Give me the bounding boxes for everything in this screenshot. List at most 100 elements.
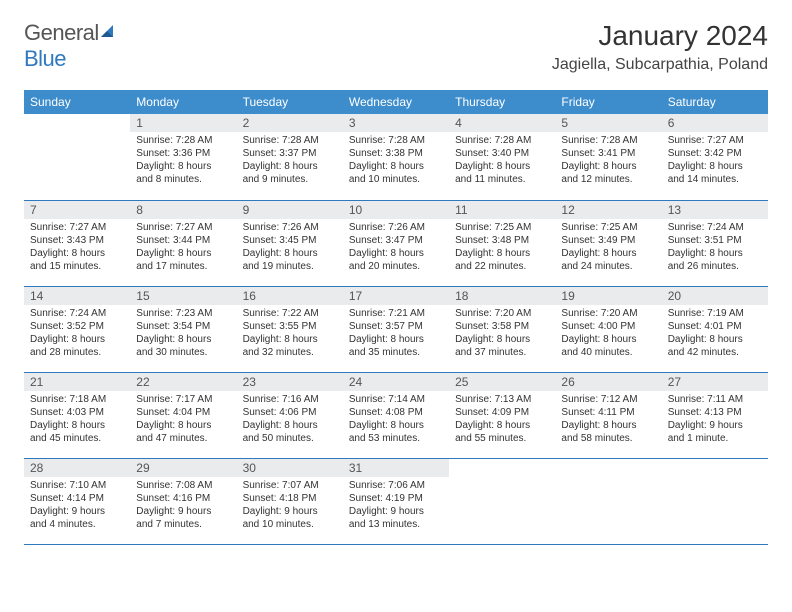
sunset-line: Sunset: 3:36 PM bbox=[136, 147, 230, 160]
day-number: 4 bbox=[449, 114, 555, 132]
sunset-line: Sunset: 4:03 PM bbox=[30, 406, 124, 419]
day-number: 30 bbox=[237, 459, 343, 477]
weekday-header: Sunday bbox=[24, 90, 130, 114]
sunset-line: Sunset: 3:57 PM bbox=[349, 320, 443, 333]
calendar-cell: 27Sunrise: 7:11 AMSunset: 4:13 PMDayligh… bbox=[662, 372, 768, 458]
day-detail: Sunrise: 7:20 AMSunset: 3:58 PMDaylight:… bbox=[449, 305, 555, 363]
sunrise-line: Sunrise: 7:27 AM bbox=[136, 221, 230, 234]
sunset-line: Sunset: 4:14 PM bbox=[30, 492, 124, 505]
sunset-line: Sunset: 4:16 PM bbox=[136, 492, 230, 505]
day-detail: Sunrise: 7:19 AMSunset: 4:01 PMDaylight:… bbox=[662, 305, 768, 363]
calendar-cell: 12Sunrise: 7:25 AMSunset: 3:49 PMDayligh… bbox=[555, 200, 661, 286]
daylight-line1: Daylight: 8 hours bbox=[243, 247, 337, 260]
sunset-line: Sunset: 3:47 PM bbox=[349, 234, 443, 247]
sunset-line: Sunset: 4:08 PM bbox=[349, 406, 443, 419]
calendar-cell: 1Sunrise: 7:28 AMSunset: 3:36 PMDaylight… bbox=[130, 114, 236, 200]
sunset-line: Sunset: 3:42 PM bbox=[668, 147, 762, 160]
day-number: 27 bbox=[662, 373, 768, 391]
day-detail: Sunrise: 7:26 AMSunset: 3:47 PMDaylight:… bbox=[343, 219, 449, 277]
day-number: 31 bbox=[343, 459, 449, 477]
brand-text: General Blue bbox=[24, 20, 117, 72]
day-detail: Sunrise: 7:14 AMSunset: 4:08 PMDaylight:… bbox=[343, 391, 449, 449]
calendar-cell: 29Sunrise: 7:08 AMSunset: 4:16 PMDayligh… bbox=[130, 458, 236, 544]
sunset-line: Sunset: 3:45 PM bbox=[243, 234, 337, 247]
calendar-cell: 10Sunrise: 7:26 AMSunset: 3:47 PMDayligh… bbox=[343, 200, 449, 286]
daylight-line2: and 12 minutes. bbox=[561, 173, 655, 186]
sunrise-line: Sunrise: 7:26 AM bbox=[243, 221, 337, 234]
day-detail: Sunrise: 7:24 AMSunset: 3:51 PMDaylight:… bbox=[662, 219, 768, 277]
sunset-line: Sunset: 4:18 PM bbox=[243, 492, 337, 505]
sunrise-line: Sunrise: 7:19 AM bbox=[668, 307, 762, 320]
daylight-line2: and 24 minutes. bbox=[561, 260, 655, 273]
day-detail: Sunrise: 7:25 AMSunset: 3:49 PMDaylight:… bbox=[555, 219, 661, 277]
daylight-line1: Daylight: 8 hours bbox=[349, 247, 443, 260]
day-detail: Sunrise: 7:28 AMSunset: 3:36 PMDaylight:… bbox=[130, 132, 236, 190]
day-number: 7 bbox=[24, 201, 130, 219]
day-detail: Sunrise: 7:27 AMSunset: 3:42 PMDaylight:… bbox=[662, 132, 768, 190]
sunset-line: Sunset: 4:11 PM bbox=[561, 406, 655, 419]
sunset-line: Sunset: 3:44 PM bbox=[136, 234, 230, 247]
sunrise-line: Sunrise: 7:11 AM bbox=[668, 393, 762, 406]
calendar-row: 1Sunrise: 7:28 AMSunset: 3:36 PMDaylight… bbox=[24, 114, 768, 200]
day-detail: Sunrise: 7:07 AMSunset: 4:18 PMDaylight:… bbox=[237, 477, 343, 535]
day-number: 24 bbox=[343, 373, 449, 391]
daylight-line1: Daylight: 9 hours bbox=[349, 505, 443, 518]
calendar-cell: 4Sunrise: 7:28 AMSunset: 3:40 PMDaylight… bbox=[449, 114, 555, 200]
day-number: 20 bbox=[662, 287, 768, 305]
sunrise-line: Sunrise: 7:06 AM bbox=[349, 479, 443, 492]
daylight-line2: and 32 minutes. bbox=[243, 346, 337, 359]
calendar-cell: 19Sunrise: 7:20 AMSunset: 4:00 PMDayligh… bbox=[555, 286, 661, 372]
weekday-header: Saturday bbox=[662, 90, 768, 114]
sunrise-line: Sunrise: 7:22 AM bbox=[243, 307, 337, 320]
day-number: 18 bbox=[449, 287, 555, 305]
sunset-line: Sunset: 4:04 PM bbox=[136, 406, 230, 419]
day-detail: Sunrise: 7:06 AMSunset: 4:19 PMDaylight:… bbox=[343, 477, 449, 535]
daylight-line2: and 15 minutes. bbox=[30, 260, 124, 273]
calendar-cell: 18Sunrise: 7:20 AMSunset: 3:58 PMDayligh… bbox=[449, 286, 555, 372]
day-detail: Sunrise: 7:27 AMSunset: 3:44 PMDaylight:… bbox=[130, 219, 236, 277]
day-number: 12 bbox=[555, 201, 661, 219]
day-detail: Sunrise: 7:16 AMSunset: 4:06 PMDaylight:… bbox=[237, 391, 343, 449]
sunset-line: Sunset: 3:55 PM bbox=[243, 320, 337, 333]
day-number: 8 bbox=[130, 201, 236, 219]
calendar-cell: 5Sunrise: 7:28 AMSunset: 3:41 PMDaylight… bbox=[555, 114, 661, 200]
daylight-line2: and 26 minutes. bbox=[668, 260, 762, 273]
daylight-line2: and 8 minutes. bbox=[136, 173, 230, 186]
sunset-line: Sunset: 3:52 PM bbox=[30, 320, 124, 333]
month-title: January 2024 bbox=[552, 20, 768, 52]
day-detail: Sunrise: 7:22 AMSunset: 3:55 PMDaylight:… bbox=[237, 305, 343, 363]
day-detail: Sunrise: 7:08 AMSunset: 4:16 PMDaylight:… bbox=[130, 477, 236, 535]
day-detail: Sunrise: 7:21 AMSunset: 3:57 PMDaylight:… bbox=[343, 305, 449, 363]
sunrise-line: Sunrise: 7:18 AM bbox=[30, 393, 124, 406]
daylight-line1: Daylight: 8 hours bbox=[561, 333, 655, 346]
calendar-cell: 28Sunrise: 7:10 AMSunset: 4:14 PMDayligh… bbox=[24, 458, 130, 544]
calendar-body: 1Sunrise: 7:28 AMSunset: 3:36 PMDaylight… bbox=[24, 114, 768, 544]
daylight-line1: Daylight: 8 hours bbox=[30, 419, 124, 432]
sunset-line: Sunset: 4:09 PM bbox=[455, 406, 549, 419]
daylight-line1: Daylight: 8 hours bbox=[561, 419, 655, 432]
daylight-line1: Daylight: 8 hours bbox=[136, 247, 230, 260]
day-number: 16 bbox=[237, 287, 343, 305]
daylight-line2: and 10 minutes. bbox=[243, 518, 337, 531]
daylight-line1: Daylight: 8 hours bbox=[668, 160, 762, 173]
calendar-cell: 7Sunrise: 7:27 AMSunset: 3:43 PMDaylight… bbox=[24, 200, 130, 286]
calendar-cell: 20Sunrise: 7:19 AMSunset: 4:01 PMDayligh… bbox=[662, 286, 768, 372]
daylight-line1: Daylight: 8 hours bbox=[668, 333, 762, 346]
day-detail: Sunrise: 7:18 AMSunset: 4:03 PMDaylight:… bbox=[24, 391, 130, 449]
sunset-line: Sunset: 3:54 PM bbox=[136, 320, 230, 333]
day-number: 25 bbox=[449, 373, 555, 391]
calendar-cell: 14Sunrise: 7:24 AMSunset: 3:52 PMDayligh… bbox=[24, 286, 130, 372]
day-number: 17 bbox=[343, 287, 449, 305]
sunset-line: Sunset: 3:38 PM bbox=[349, 147, 443, 160]
calendar-cell: 16Sunrise: 7:22 AMSunset: 3:55 PMDayligh… bbox=[237, 286, 343, 372]
daylight-line1: Daylight: 8 hours bbox=[668, 247, 762, 260]
calendar-cell: 15Sunrise: 7:23 AMSunset: 3:54 PMDayligh… bbox=[130, 286, 236, 372]
day-detail: Sunrise: 7:11 AMSunset: 4:13 PMDaylight:… bbox=[662, 391, 768, 449]
sunrise-line: Sunrise: 7:24 AM bbox=[668, 221, 762, 234]
day-detail: Sunrise: 7:28 AMSunset: 3:41 PMDaylight:… bbox=[555, 132, 661, 190]
daylight-line1: Daylight: 9 hours bbox=[243, 505, 337, 518]
daylight-line2: and 19 minutes. bbox=[243, 260, 337, 273]
day-number: 1 bbox=[130, 114, 236, 132]
daylight-line1: Daylight: 8 hours bbox=[455, 160, 549, 173]
daylight-line1: Daylight: 8 hours bbox=[349, 419, 443, 432]
